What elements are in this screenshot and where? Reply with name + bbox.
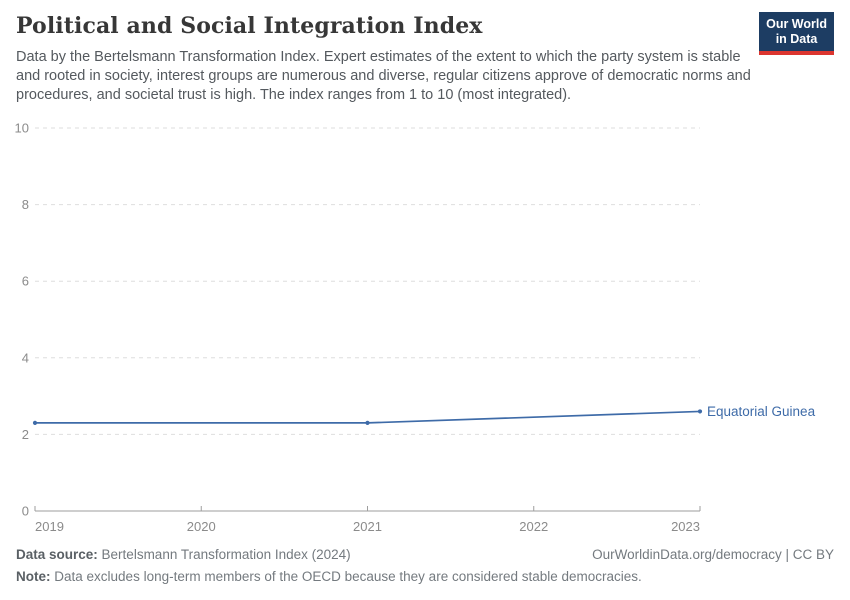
series-label-equatorial-guinea[interactable]: Equatorial Guinea <box>707 404 816 419</box>
x-axis-label-2021: 2021 <box>353 519 382 534</box>
logo-text-line2: in Data <box>775 32 818 46</box>
chart-header: Political and Social Integration Index O… <box>16 12 834 105</box>
x-axis-label-2020: 2020 <box>187 519 216 534</box>
logo-text-line1: Our World <box>766 17 827 31</box>
data-point-2021[interactable] <box>365 420 370 426</box>
data-source-label: Data source: <box>16 547 98 562</box>
chart-footer: Data source: Bertelsmann Transformation … <box>16 546 834 585</box>
note-label: Note: <box>16 569 51 584</box>
attribution-link[interactable]: OurWorldinData.org/democracy | CC BY <box>592 547 834 562</box>
owid-logo[interactable]: Our World in Data <box>759 12 834 55</box>
data-point-2023[interactable] <box>697 409 703 414</box>
x-axis-label-2019: 2019 <box>35 519 64 534</box>
data-point-2019[interactable] <box>32 420 38 426</box>
data-source: Data source: Bertelsmann Transformation … <box>16 546 351 563</box>
y-axis-label-6: 6 <box>22 274 29 289</box>
note-text: Data excludes long-term members of the O… <box>54 569 642 584</box>
y-axis-label-8: 8 <box>22 197 29 212</box>
x-axis-label-2022: 2022 <box>519 519 548 534</box>
chart-subtitle: Data by the Bertelsmann Transformation I… <box>16 49 751 103</box>
x-axis-label-2023: 2023 <box>671 519 700 534</box>
y-axis-label-0: 0 <box>22 504 29 519</box>
page-title: Political and Social Integration Index <box>16 13 483 39</box>
y-axis-label-2: 2 <box>22 427 29 442</box>
y-axis-label-4: 4 <box>22 350 29 365</box>
data-source-value: Bertelsmann Transformation Index (2024) <box>101 547 351 562</box>
y-axis-label-10: 10 <box>15 121 29 136</box>
